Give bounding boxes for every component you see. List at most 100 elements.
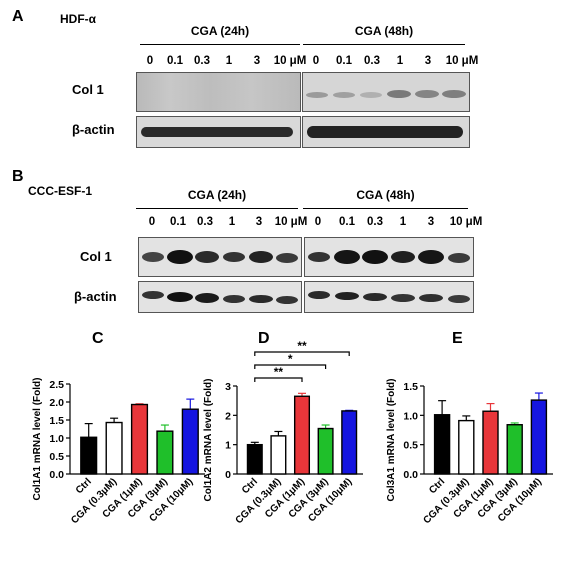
bar [482, 410, 499, 475]
y-tick-label: 2.5 [49, 379, 64, 391]
blot-col1-b-24h [138, 237, 302, 277]
chart-e: 0.0 0.5 1.0 1.5 Col3A1 mRNA level (Fold) Ctrl… [386, 379, 553, 526]
y-axis-title: Col3A1 mRNA level (Fold) [386, 379, 397, 502]
y-tick-label: 1.0 [49, 433, 64, 445]
y-tick-label: 1.0 [403, 410, 418, 422]
panel-letter-c: C [92, 330, 104, 347]
row-label-actin-b: β-actin [74, 289, 117, 304]
bar [458, 419, 475, 475]
bar [130, 403, 149, 475]
blot-actin-b-48h [304, 281, 474, 313]
bar [293, 395, 311, 475]
bar [181, 408, 199, 475]
y-tick-label: 1.5 [49, 415, 64, 427]
row-label-actin-a: β-actin [72, 122, 115, 137]
bar [530, 399, 548, 475]
dose-label: 10 μM [273, 55, 307, 67]
bar [341, 410, 358, 475]
cell-line-label-b: CCC-ESF-1 [28, 184, 93, 198]
blot-col1-a-48h [302, 72, 470, 112]
y-tick-label: 1 [225, 440, 231, 452]
condition-bar-b-24h [136, 208, 298, 210]
y-tick-label: 0 [225, 469, 231, 481]
panel-letter-a: A [12, 8, 24, 25]
significance-bracket [254, 351, 350, 356]
panel-letter-b: B [12, 168, 24, 185]
dose-label: 1 [228, 216, 236, 228]
x-tick-label: Ctrl [74, 476, 94, 496]
x-tick-label: Ctrl [240, 476, 260, 496]
blot-actin-a-24h [136, 116, 301, 148]
dose-label: 0 [146, 55, 154, 67]
panel-letter-e: E [452, 330, 463, 347]
condition-bar-a-24h [140, 44, 300, 46]
dose-label: 10 μM [449, 216, 483, 228]
bands-actin-b-24h [142, 291, 298, 304]
dose-label: 3 [253, 55, 261, 67]
bar-charts: 0.0 0.5 1.0 1.5 2.0 2.5 Col1A1 mRNA level (Fol… [32, 340, 553, 526]
y-tick-label: 2.0 [49, 397, 64, 409]
dose-label: 3 [427, 216, 435, 228]
bar [506, 424, 523, 475]
dose-label: 0.1 [339, 216, 355, 228]
y-tick-label: 1.5 [403, 381, 418, 393]
bar [156, 430, 174, 475]
significance-bracket [254, 377, 303, 382]
row-label-col1-b: Col 1 [80, 249, 112, 264]
bar [270, 435, 287, 475]
dose-label: 0 [148, 216, 156, 228]
y-axis-title: Col1A1 mRNA level (Fold) [32, 378, 43, 501]
bar [105, 421, 123, 475]
significance-label: * [288, 352, 293, 366]
bar [433, 414, 451, 475]
bands-actin-a-24h [141, 127, 293, 137]
bands-col1-b-48h [308, 250, 470, 264]
dose-label: 0.3 [367, 216, 383, 228]
bands-col1-b-24h [142, 250, 298, 264]
bands-actin-a-48h [307, 126, 463, 138]
row-label-col1-a: Col 1 [72, 82, 104, 97]
bar [317, 427, 334, 475]
dose-label: 1 [225, 55, 233, 67]
panel-letter-d: D [258, 330, 270, 347]
condition-label-b-48h: CGA (48h) [356, 188, 415, 202]
dose-label: 0.3 [364, 55, 380, 67]
dose-label: 0.3 [197, 216, 213, 228]
bar [80, 436, 98, 475]
y-axis-title: Col1A2 mRNA level (Fold) [203, 379, 214, 502]
x-tick-label: Ctrl [427, 476, 447, 496]
dose-label: 3 [255, 216, 263, 228]
dose-label: 0.3 [194, 55, 210, 67]
dose-label: 1 [396, 55, 404, 67]
blot-col1-a-24h [136, 72, 301, 112]
chart-c: 0.0 0.5 1.0 1.5 2.0 2.5 Col1A1 mRNA level (Fol… [32, 378, 205, 526]
bands-actin-b-48h [308, 291, 470, 303]
blot-actin-b-24h [138, 281, 302, 313]
y-tick-label: 3 [225, 381, 231, 393]
dose-label: 10 μM [445, 55, 479, 67]
dose-label: 0.1 [170, 216, 186, 228]
condition-label-a-24h: CGA (24h) [190, 24, 250, 38]
blot-actin-a-48h [302, 116, 470, 148]
dose-label: 0 [314, 216, 322, 228]
dose-label: 0 [312, 55, 320, 67]
condition-label-b-24h: CGA (24h) [187, 188, 247, 202]
dose-label: 0.1 [167, 55, 183, 67]
significance-label: ** [297, 340, 307, 353]
condition-bar-a-48h [303, 44, 465, 46]
significance-bracket [254, 364, 327, 369]
blot-col1-b-48h [304, 237, 474, 277]
dose-label: 3 [424, 55, 432, 67]
y-tick-label: 0.5 [49, 451, 64, 463]
condition-label-a-48h: CGA (48h) [354, 24, 414, 38]
cell-line-label-a: HDF-α [60, 12, 97, 26]
significance-label: ** [274, 365, 284, 379]
bar [246, 443, 263, 475]
y-tick-label: 0.0 [403, 469, 418, 481]
dose-label: 10 μM [274, 216, 308, 228]
condition-bar-b-48h [303, 208, 468, 210]
y-tick-label: 0.0 [49, 469, 64, 481]
dose-label: 0.1 [336, 55, 352, 67]
dose-label: 1 [399, 216, 407, 228]
